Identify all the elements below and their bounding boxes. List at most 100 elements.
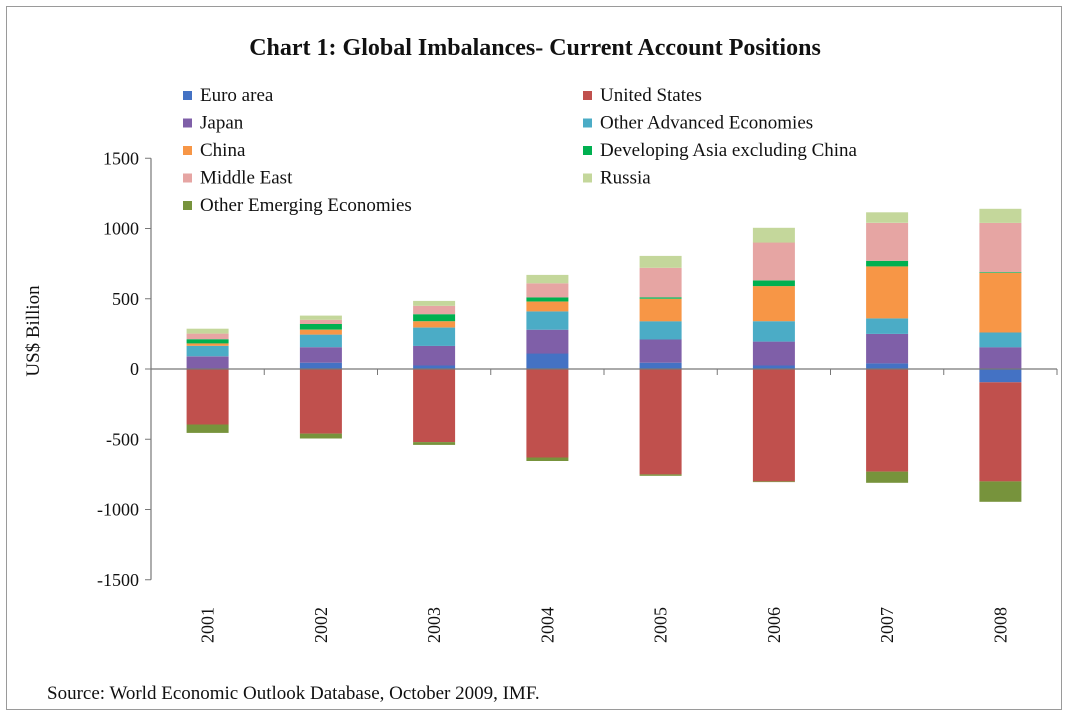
x-tick-label: 2008 — [990, 607, 1010, 643]
bar-segment — [299, 334, 342, 348]
legend-swatch — [583, 91, 592, 100]
bar-segment — [639, 321, 682, 340]
legend-swatch — [583, 118, 592, 128]
bar-segment — [299, 433, 342, 439]
bar-segment — [866, 222, 909, 261]
bar-segment — [413, 369, 456, 443]
bar-segment — [979, 369, 1022, 383]
chart-title: Chart 1: Global Imbalances- Current Acco… — [249, 35, 821, 61]
y-tick-label: 1000 — [103, 219, 139, 239]
bar-segment — [186, 369, 229, 425]
bar-segment — [186, 333, 229, 340]
y-tick-label: 1500 — [103, 148, 139, 168]
y-tick-label: 500 — [112, 289, 139, 309]
bar-segment — [866, 266, 909, 319]
bar-segment — [866, 333, 909, 364]
bar-segment — [639, 267, 682, 298]
bar-segment — [866, 318, 909, 334]
bar-segment — [639, 255, 682, 268]
bar-segment — [526, 329, 569, 354]
legend-swatch — [583, 146, 592, 155]
bar-segment — [413, 300, 456, 306]
legend-swatch — [183, 146, 192, 155]
bar-segment — [526, 369, 569, 458]
bar-segment — [413, 314, 456, 322]
y-tick-label: -1500 — [97, 570, 139, 590]
bar-segment — [979, 382, 1022, 482]
legend-item: China — [183, 140, 246, 161]
legend-item: United States — [583, 85, 702, 106]
y-tick-label: -1000 — [97, 500, 139, 520]
bar-segment — [299, 362, 342, 369]
legend-label: Japan — [200, 113, 244, 134]
x-tick-label: 2006 — [764, 607, 784, 643]
bar-segment — [979, 222, 1022, 273]
bar-segment — [299, 319, 342, 324]
legend-item: Middle East — [183, 168, 293, 189]
x-tick-label: 2007 — [877, 607, 897, 643]
bar-segment — [752, 369, 795, 482]
bar-segment — [639, 339, 682, 363]
bar-segment — [752, 242, 795, 281]
bar-segment — [299, 347, 342, 363]
bar-segment — [979, 272, 1022, 333]
bar-segment — [866, 260, 909, 267]
bar-segment — [413, 327, 456, 346]
legend-label: Other Advanced Economies — [600, 113, 813, 134]
bar-segment — [526, 457, 569, 461]
x-tick-label: 2001 — [198, 607, 218, 643]
legend-item: Euro area — [183, 85, 274, 106]
source-note: Source: World Economic Outlook Database,… — [47, 683, 540, 704]
legend-swatch — [183, 201, 192, 210]
bar-segment — [979, 208, 1022, 223]
bar-segment — [639, 362, 682, 369]
bar-segment — [413, 442, 456, 445]
bar-segment — [526, 283, 569, 298]
bar-segment — [752, 365, 795, 369]
legend-item: Other Emerging Economies — [183, 195, 412, 216]
y-tick-label: -500 — [106, 429, 139, 449]
chart-canvas: Chart 1: Global Imbalances- Current Acco… — [23, 35, 1058, 704]
bar-segment — [752, 321, 795, 342]
y-axis-title: US$ Billion — [23, 285, 44, 377]
bar-segment — [979, 272, 1022, 273]
legend-label: Developing Asia excluding China — [600, 140, 858, 161]
bar-segment — [299, 324, 342, 330]
bar-segment — [866, 471, 909, 483]
bar-segment — [526, 301, 569, 312]
bar-segment — [526, 311, 569, 330]
bar-segment — [186, 345, 229, 357]
y-tick-label: 0 — [130, 359, 139, 379]
bar-segment — [979, 481, 1022, 502]
bar-segment — [186, 343, 229, 346]
bar-segment — [866, 212, 909, 223]
bar-segment — [752, 280, 795, 287]
legend-item: Developing Asia excluding China — [583, 140, 858, 161]
bar-segment — [866, 369, 909, 472]
legend-label: Other Emerging Economies — [200, 195, 412, 216]
x-tick-label: 2003 — [424, 607, 444, 643]
bar-segment — [186, 328, 229, 334]
bar-segment — [413, 321, 456, 328]
bar-segment — [186, 424, 229, 433]
legend-item: Russia — [583, 168, 651, 189]
bar-segment — [299, 369, 342, 434]
bar-segment — [413, 305, 456, 315]
legend-label: Middle East — [200, 168, 293, 189]
x-tick-label: 2004 — [537, 607, 557, 643]
bar-segment — [752, 286, 795, 322]
bar-segment — [526, 297, 569, 302]
legend-swatch — [583, 173, 592, 183]
legend-label: Russia — [600, 168, 651, 189]
bar-segment — [186, 339, 229, 344]
bar-segment — [752, 481, 795, 483]
legend: Euro area United States Japan Other Advance… — [183, 85, 858, 216]
bar-segment — [186, 356, 229, 369]
bar-segment — [979, 347, 1022, 369]
bar-segment — [639, 298, 682, 322]
bar-segment — [299, 329, 342, 335]
x-tick-label: 2002 — [311, 607, 331, 643]
bar-segment — [639, 369, 682, 475]
bar-segment — [413, 345, 456, 366]
legend-label: Euro area — [200, 85, 274, 106]
